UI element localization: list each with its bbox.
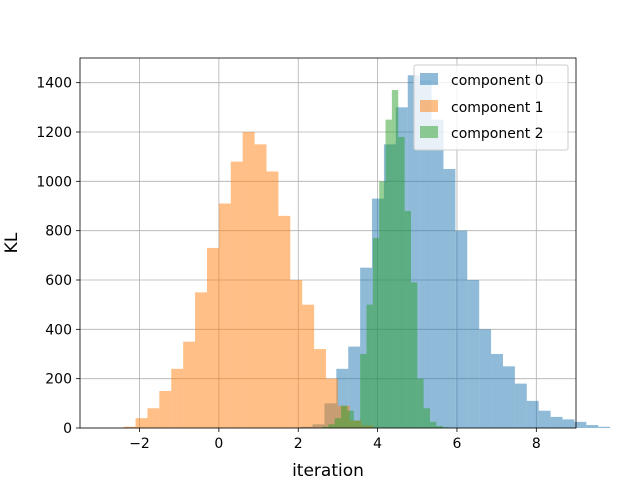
legend-swatch-0 <box>420 73 438 85</box>
bar <box>195 292 207 428</box>
bar <box>366 304 373 428</box>
bar <box>254 144 267 429</box>
bar <box>431 119 444 429</box>
y-tick-label: 600 <box>45 273 72 289</box>
bar <box>410 282 418 428</box>
bar <box>526 400 539 428</box>
x-tick-label: 4 <box>373 436 382 452</box>
y-tick-label: 0 <box>63 421 72 437</box>
bar <box>417 378 424 428</box>
bar <box>183 341 196 428</box>
bar <box>171 368 184 428</box>
x-tick-label: −2 <box>129 436 150 452</box>
bar <box>360 267 373 428</box>
bar <box>302 304 315 428</box>
bar <box>278 215 291 428</box>
y-axis-title: KL <box>2 232 22 253</box>
bar <box>514 383 527 428</box>
bar <box>502 366 515 428</box>
legend-label-2: component 2 <box>451 126 544 142</box>
bar <box>379 181 386 428</box>
x-tick-label: 6 <box>452 436 461 452</box>
x-tick-label: 2 <box>294 436 303 452</box>
bar <box>341 405 348 428</box>
bar <box>123 426 136 428</box>
bar <box>550 416 563 428</box>
bar <box>353 420 361 428</box>
bar <box>372 238 380 428</box>
legend-box <box>413 64 569 151</box>
bar <box>230 161 243 428</box>
legend-label-0: component 0 <box>451 73 544 89</box>
y-tick-label: 200 <box>45 372 72 388</box>
bar <box>562 419 575 428</box>
bars <box>123 75 611 429</box>
x-axis-ticks: −2 0 2 4 6 8 <box>129 428 541 452</box>
bar <box>347 410 354 428</box>
bar <box>135 418 148 428</box>
y-tick-label: 1400 <box>36 76 72 92</box>
bar <box>436 426 443 428</box>
bar <box>206 247 219 428</box>
bar <box>336 368 349 428</box>
x-tick-label: 8 <box>532 436 541 452</box>
bar <box>574 421 587 428</box>
series-1 <box>123 132 374 429</box>
x-tick-label: 0 <box>214 436 223 452</box>
bar <box>348 346 361 428</box>
y-tick-label: 800 <box>45 224 72 240</box>
bar <box>455 230 468 428</box>
bar <box>491 354 503 428</box>
bar <box>266 171 279 428</box>
series-2 <box>322 90 456 429</box>
bar <box>242 132 255 428</box>
legend-swatch-2 <box>420 126 438 138</box>
plot-frame <box>79 57 577 429</box>
bar <box>479 329 492 428</box>
bar <box>385 119 392 429</box>
bar <box>391 90 399 429</box>
bar <box>429 421 437 428</box>
bar <box>586 425 599 428</box>
bar <box>467 280 480 428</box>
bar <box>159 391 172 428</box>
bar <box>443 169 456 428</box>
bar <box>398 136 405 428</box>
x-axis-title: iteration <box>292 461 364 480</box>
y-axis-ticks: 0 200 400 600 800 1000 1200 1400 <box>36 76 80 437</box>
bar <box>314 349 327 428</box>
bar <box>360 354 367 428</box>
bar <box>423 408 430 428</box>
bar <box>598 426 611 428</box>
bar <box>218 203 231 428</box>
bar <box>334 418 342 428</box>
bar <box>328 424 335 428</box>
legend: component 0 component 1 component 2 <box>413 64 569 151</box>
bar <box>290 280 303 428</box>
bar <box>407 75 420 429</box>
y-tick-label: 400 <box>45 322 72 338</box>
bar <box>538 410 551 428</box>
bar <box>404 210 411 428</box>
bar <box>322 426 329 428</box>
legend-swatch-1 <box>420 100 438 112</box>
bar <box>419 80 432 428</box>
y-tick-label: 1200 <box>36 125 72 141</box>
y-tick-label: 1000 <box>36 174 72 190</box>
bar <box>147 408 160 428</box>
legend-label-1: component 1 <box>451 100 544 116</box>
bar <box>326 378 338 428</box>
